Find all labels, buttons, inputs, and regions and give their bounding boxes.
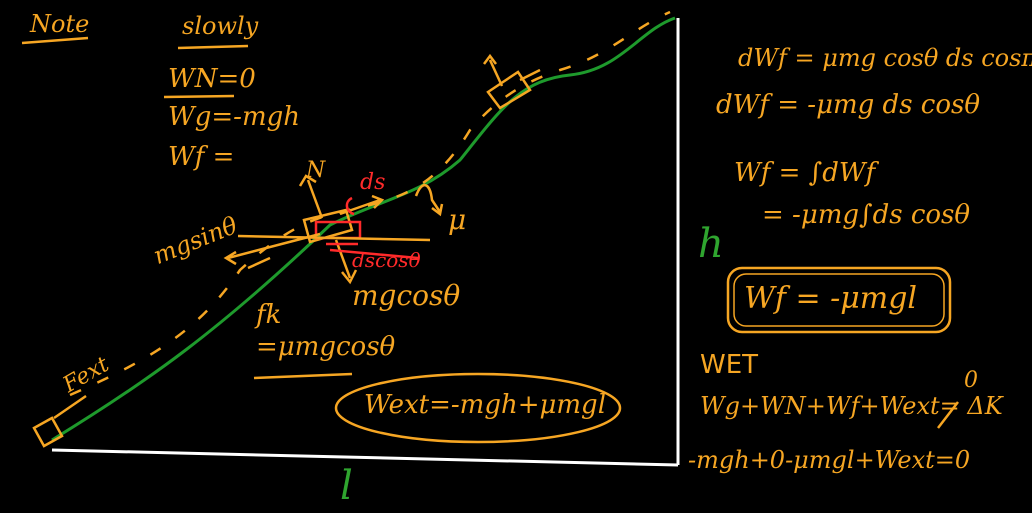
mg-cos-label: mgcosθ — [352, 279, 461, 312]
ds-label: ds — [360, 170, 386, 195]
fk-label: fk — [256, 300, 282, 330]
block-bottom — [32, 394, 87, 448]
ds-cos-label: dscosθ — [352, 248, 421, 272]
dwf-line-2: dWf = -μmg ds cosθ — [716, 90, 981, 120]
fk-value: =μmgcosθ — [256, 332, 396, 362]
wf-integral: Wf = ∫dWf — [734, 158, 876, 188]
wg-equation: Wg=-mgh — [168, 102, 300, 132]
length-label: l — [340, 463, 353, 509]
note-label: Note — [30, 10, 90, 38]
wn-equation: WN=0 — [168, 64, 256, 94]
block-top — [483, 53, 541, 110]
height-label: h — [698, 221, 724, 267]
fk-underline — [253, 372, 353, 380]
wet-equation: Wg+WN+Wf+Wext= ΔK — [700, 392, 1003, 420]
slowly-label: slowly — [182, 12, 259, 40]
wf-box-inner — [733, 273, 945, 327]
mu-label: μ — [448, 203, 467, 236]
normal-force-label: N — [306, 158, 326, 183]
wet-zero: 0 — [964, 368, 978, 393]
result-ellipse — [334, 372, 622, 444]
dashed-path — [69, 10, 671, 397]
wf-equation: Wf = — [168, 142, 235, 172]
base-line — [51, 448, 679, 467]
k-strike — [937, 401, 959, 429]
slowly-underline — [177, 44, 249, 50]
note-underline — [21, 36, 89, 45]
wet-final: -mgh+0-μmgl+Wext=0 — [688, 446, 971, 474]
wf-box — [726, 266, 952, 334]
dwf-line-1: dWf = μmg cosθ ds cosπ — [738, 44, 1032, 72]
wf-boxed-result: Wf = -μmgl — [744, 281, 918, 316]
wn-underline — [163, 94, 235, 99]
wext-result: Wext=-mgh+μmgl — [364, 390, 607, 420]
wet-label: WET — [700, 350, 759, 380]
incline-curve — [51, 16, 676, 442]
block-center — [223, 174, 444, 285]
wf-integral-result: = -μmg∫ds cosθ — [762, 200, 971, 230]
